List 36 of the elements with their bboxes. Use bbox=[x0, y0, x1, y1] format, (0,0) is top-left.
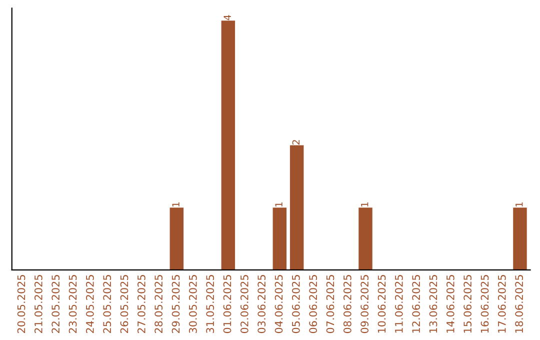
x-tick-label: 11.06.2025 bbox=[394, 275, 403, 333]
x-tick-label: 17.06.2025 bbox=[498, 275, 506, 333]
x-tick-label: 01.06.2025 bbox=[223, 275, 232, 334]
x-tick-label: 04.06.2025 bbox=[274, 275, 283, 334]
x-tick-label: 09.06.2025 bbox=[360, 275, 369, 334]
x-tick-label: 30.05.2025 bbox=[188, 275, 197, 333]
x-tick-label: 06.06.2025 bbox=[309, 275, 318, 334]
x-tick-label: 24.05.2025 bbox=[86, 275, 94, 334]
x-tick-label: 07.06.2025 bbox=[326, 275, 334, 334]
x-tick-label: 02.06.2025 bbox=[240, 275, 248, 334]
x-tick-label: 31.05.2025 bbox=[206, 275, 214, 333]
data-label: 2 bbox=[292, 140, 300, 145]
data-label: 1 bbox=[172, 202, 180, 207]
x-tick-label: 13.06.2025 bbox=[429, 275, 438, 333]
data-label: 1 bbox=[516, 202, 523, 207]
x-tick-label: 20.05.2025 bbox=[17, 275, 26, 334]
x-tick-label: 21.05.2025 bbox=[34, 275, 42, 334]
x-tick-label: 29.05.2025 bbox=[172, 275, 180, 334]
data-label: 1 bbox=[275, 202, 282, 207]
x-tick-label: 22.05.2025 bbox=[52, 275, 60, 334]
x-tick-label: 26.05.2025 bbox=[120, 275, 128, 334]
x-tick-label: 28.05.2025 bbox=[154, 275, 163, 334]
x-tick-label: 23.05.2025 bbox=[68, 275, 77, 334]
data-label: 1 bbox=[361, 202, 368, 207]
x-tick-label: 10.06.2025 bbox=[378, 275, 386, 333]
x-tick-label: 05.06.2025 bbox=[292, 275, 300, 334]
x-tick-label: 27.05.2025 bbox=[137, 275, 146, 334]
x-tick-label: 03.06.2025 bbox=[258, 275, 266, 334]
data-label: 4 bbox=[224, 14, 231, 20]
x-tick-label: 15.06.2025 bbox=[464, 275, 472, 333]
x-tick-label: 12.06.2025 bbox=[412, 275, 420, 333]
x-tick-label: 16.06.2025 bbox=[480, 275, 489, 333]
x-tick-label: 14.06.2025 bbox=[446, 275, 454, 333]
x-tick-label: 18.06.2025 bbox=[515, 275, 524, 333]
x-tick-label: 08.06.2025 bbox=[343, 275, 352, 334]
x-tick-label: 25.05.2025 bbox=[103, 275, 112, 334]
